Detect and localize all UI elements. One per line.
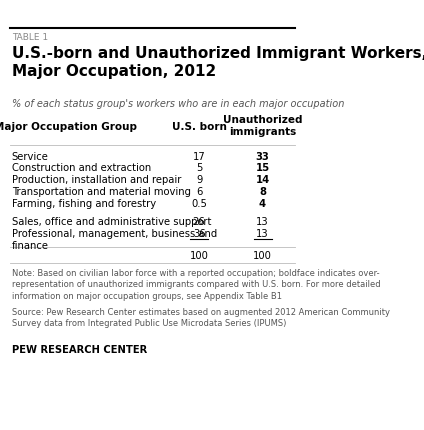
- Text: 33: 33: [256, 152, 269, 162]
- Text: 13: 13: [256, 217, 269, 227]
- Text: 9: 9: [196, 175, 202, 185]
- Text: Farming, fishing and forestry: Farming, fishing and forestry: [12, 199, 156, 209]
- Text: 36: 36: [193, 229, 205, 239]
- Text: 15: 15: [255, 163, 270, 173]
- Text: U.S. born: U.S. born: [172, 122, 226, 132]
- Text: 6: 6: [196, 187, 202, 197]
- Text: Unauthorized
immigrants: Unauthorized immigrants: [223, 115, 302, 137]
- Text: Production, installation and repair: Production, installation and repair: [12, 175, 181, 185]
- Text: 13: 13: [256, 229, 269, 239]
- Text: Professional, management, business and
finance: Professional, management, business and f…: [12, 229, 217, 251]
- Text: Construction and extraction: Construction and extraction: [12, 163, 151, 173]
- Text: U.S.-born and Unauthorized Immigrant Workers, by
Major Occupation, 2012: U.S.-born and Unauthorized Immigrant Wor…: [12, 46, 424, 79]
- Text: 100: 100: [253, 251, 272, 261]
- Text: Service: Service: [12, 152, 49, 162]
- Text: 0.5: 0.5: [191, 199, 207, 209]
- Text: Note: Based on civilian labor force with a reported occupation; boldface indicat: Note: Based on civilian labor force with…: [12, 269, 380, 301]
- Text: Sales, office and administrative support: Sales, office and administrative support: [12, 217, 211, 227]
- Text: PEW RESEARCH CENTER: PEW RESEARCH CENTER: [12, 345, 147, 355]
- Text: TABLE 1: TABLE 1: [12, 33, 48, 42]
- Text: 4: 4: [259, 199, 266, 209]
- Text: Major Occupation Group: Major Occupation Group: [0, 122, 137, 132]
- Text: Source: Pew Research Center estimates based on augmented 2012 American Community: Source: Pew Research Center estimates ba…: [12, 308, 390, 329]
- Text: 26: 26: [193, 217, 206, 227]
- Text: Transportation and material moving: Transportation and material moving: [12, 187, 191, 197]
- Text: 14: 14: [255, 175, 270, 185]
- Text: 8: 8: [259, 187, 266, 197]
- Text: 100: 100: [190, 251, 209, 261]
- Text: % of each status group's workers who are in each major occupation: % of each status group's workers who are…: [12, 99, 344, 109]
- Text: 17: 17: [193, 152, 206, 162]
- Text: 5: 5: [196, 163, 202, 173]
